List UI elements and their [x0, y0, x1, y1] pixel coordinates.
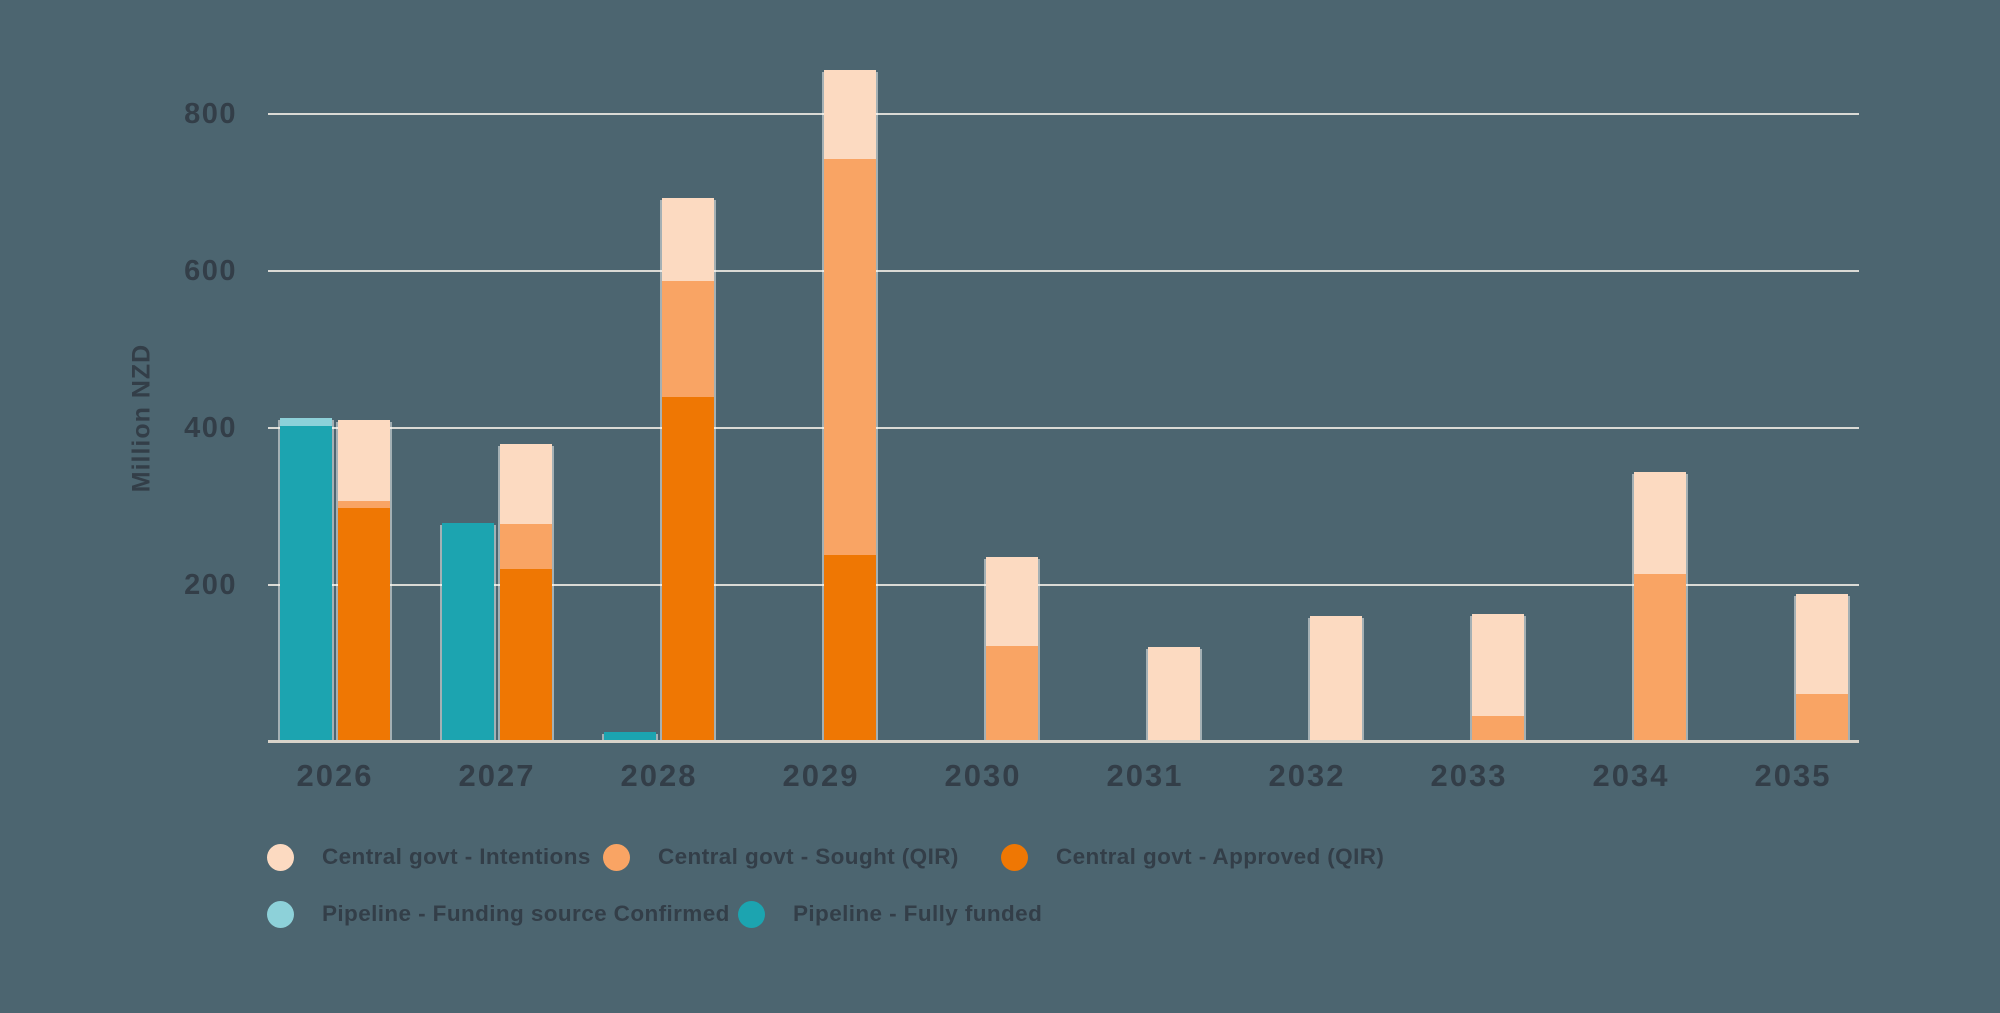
gridline-400 [268, 427, 1859, 429]
bar-segment-2027-central-govt-sought-qir- [500, 524, 552, 569]
bar-segment-2026-central-govt-intentions [338, 419, 390, 501]
legend-label: Pipeline - Fully funded [793, 901, 1043, 926]
x-axis-tick-2026: 2026 [296, 758, 374, 793]
x-axis-tick-2031: 2031 [1106, 758, 1184, 793]
bar-segment-2034-central-govt-intentions [1634, 472, 1686, 575]
bar-segment-2028-central-govt-approved-qir- [662, 396, 714, 740]
bar-segment-2035-central-govt-sought-qir- [1796, 694, 1848, 740]
bar-stack-central-2032 [1308, 615, 1364, 742]
gridline-800 [268, 113, 1859, 115]
y-axis-tick-400: 400 [184, 412, 237, 444]
bar-stack-central-2030 [984, 557, 1040, 742]
x-axis-tick-2029: 2029 [782, 758, 860, 793]
legend-item-central-govt-intentions: Central govt - Intentions [267, 843, 591, 871]
bar-segment-2032-central-govt-intentions [1310, 615, 1362, 740]
x-axis-tick-2027: 2027 [458, 758, 536, 793]
gridline-600 [268, 270, 1859, 272]
y-axis-tick-200: 200 [184, 569, 237, 601]
legend-swatch-icon [267, 843, 294, 871]
x-axis-tick-2030: 2030 [944, 758, 1022, 793]
x-axis-tick-2032: 2032 [1268, 758, 1346, 793]
bar-segment-2033-central-govt-intentions [1472, 614, 1524, 717]
bar-segment-2028-central-govt-intentions [662, 198, 714, 281]
gridline-200 [268, 584, 1859, 586]
bar-segment-2027-pipeline-fully-funded [442, 522, 494, 740]
bar-segment-2026-pipeline-fully-funded [280, 425, 332, 740]
bar-segment-2029-central-govt-intentions [824, 69, 876, 160]
legend-swatch-icon [267, 900, 294, 928]
legend-item-central-govt-sought-qir-: Central govt - Sought (QIR) [603, 843, 959, 871]
legend-item-pipeline-funding-source-confirmed: Pipeline - Funding source Confirmed [267, 900, 730, 928]
bar-segment-2026-central-govt-approved-qir- [338, 508, 390, 740]
x-axis-tick-2033: 2033 [1430, 758, 1508, 793]
bar-stack-central-2026 [336, 419, 392, 742]
bar-stack-central-2027 [498, 444, 554, 742]
bar-stack-central-2031 [1146, 647, 1202, 742]
bar-segment-2030-central-govt-sought-qir- [986, 645, 1038, 740]
legend-label: Central govt - Intentions [322, 844, 591, 869]
bar-segment-2029-central-govt-approved-qir- [824, 554, 876, 740]
bar-segment-2029-central-govt-sought-qir- [824, 159, 876, 555]
bar-segment-2035-central-govt-intentions [1796, 594, 1848, 695]
bar-stack-central-2034 [1632, 472, 1688, 742]
legend-swatch-icon [603, 843, 630, 871]
legend-label: Pipeline - Funding source Confirmed [322, 901, 730, 926]
bar-segment-2033-central-govt-sought-qir- [1472, 716, 1524, 740]
bar-segment-2030-central-govt-intentions [986, 557, 1038, 646]
x-axis-tick-2028: 2028 [620, 758, 698, 793]
legend-label: Central govt - Approved (QIR) [1056, 844, 1385, 869]
bar-segment-2031-central-govt-intentions [1148, 647, 1200, 740]
legend-swatch-icon [1001, 843, 1028, 871]
legend-item-pipeline-fully-funded: Pipeline - Fully funded [738, 900, 1042, 928]
bar-stack-pipeline-2027 [440, 522, 496, 742]
bar-segment-2028-central-govt-sought-qir- [662, 280, 714, 397]
y-axis-tick-800: 800 [184, 98, 237, 130]
legend-label: Central govt - Sought (QIR) [658, 844, 959, 869]
bar-segment-2034-central-govt-sought-qir- [1634, 574, 1686, 740]
x-axis-tick-2034: 2034 [1592, 758, 1670, 793]
bar-stack-central-2035 [1794, 594, 1850, 742]
bar-stack-central-2033 [1470, 614, 1526, 742]
x-axis-tick-2035: 2035 [1754, 758, 1832, 793]
bar-segment-2028-pipeline-fully-funded [604, 732, 656, 740]
bar-stack-central-2029 [822, 69, 878, 742]
y-axis-tick-600: 600 [184, 255, 237, 287]
bar-segment-2027-central-govt-intentions [500, 444, 552, 525]
x-axis-line [268, 740, 1859, 743]
bar-stack-central-2028 [660, 198, 716, 742]
legend-swatch-icon [738, 900, 765, 928]
legend-item-central-govt-approved-qir-: Central govt - Approved (QIR) [1001, 843, 1384, 871]
bar-segment-2027-central-govt-approved-qir- [500, 568, 552, 740]
bar-segment-2026-central-govt-sought-qir- [338, 500, 390, 509]
bar-segment-2026-pipeline-funding-source-confirmed [280, 418, 332, 426]
bar-stack-pipeline-2026 [278, 418, 334, 742]
